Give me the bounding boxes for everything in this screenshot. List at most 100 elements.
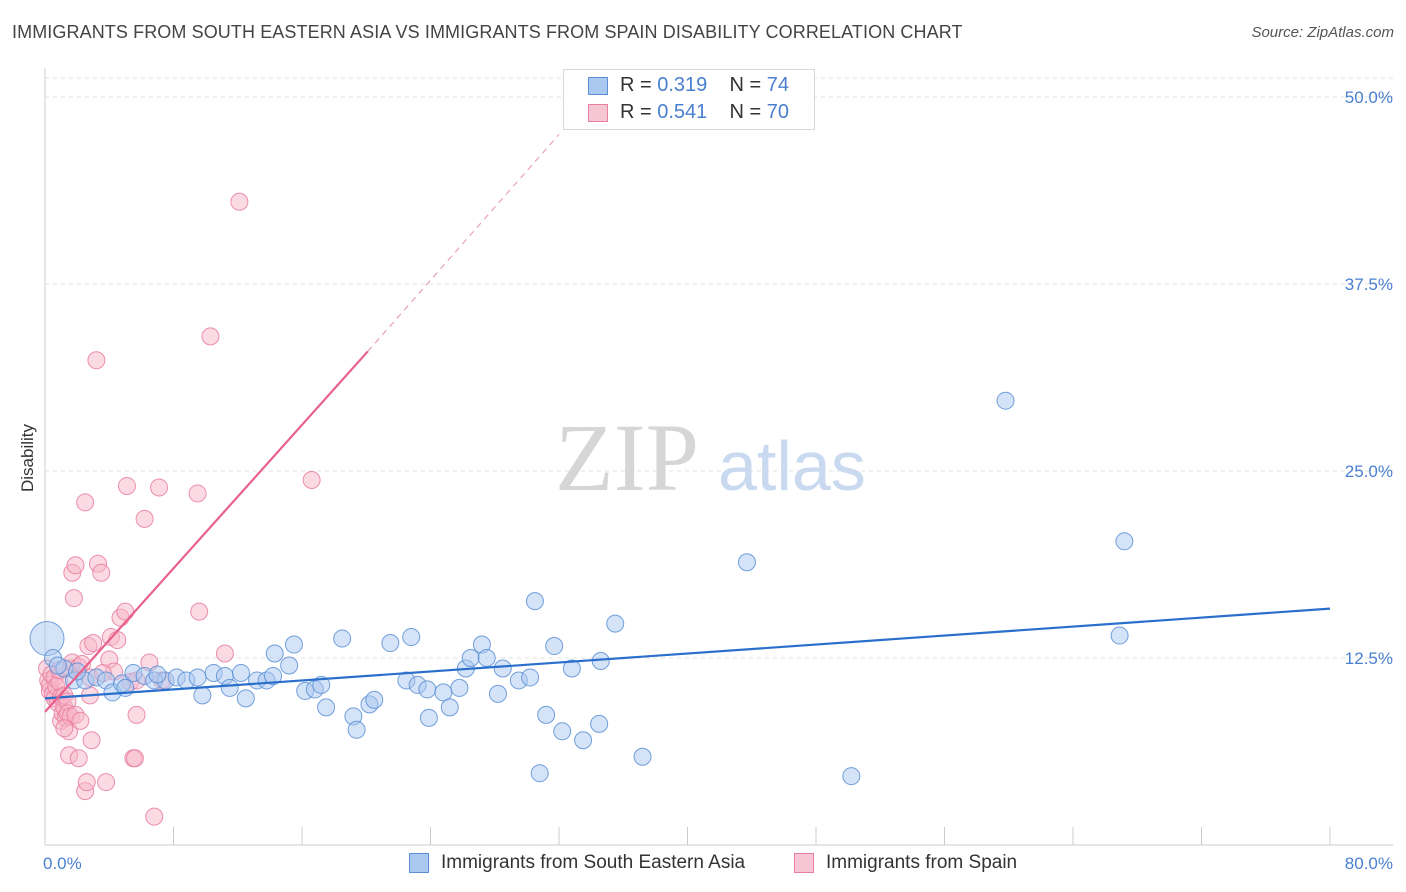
sea-point-20 [231,663,250,682]
spain-point-30 [69,749,88,768]
spain-point-54 [125,749,144,768]
spain-point-64 [215,644,234,663]
legend-n-label: N = [729,74,762,96]
legend-r-value: 0.319 [657,74,708,96]
sea-point-67 [996,391,1015,410]
bottom-legend-swatch-pink [794,853,814,873]
sea-point-65 [737,553,756,572]
trend-line-spain [44,350,369,713]
trend-line-south-eastern-asia [44,607,1331,700]
sea-point-38 [402,628,421,647]
sea-point-41 [418,680,437,699]
sea-point-55 [530,764,549,783]
chart-source: Source: ZipAtlas.com [1251,24,1394,41]
sea-point-70 [48,656,67,675]
sea-point-73 [148,665,167,684]
legend-r-value: 0.541 [657,101,708,123]
y-tick-label-2: 37.5% [1345,275,1393,294]
axes [44,68,1393,846]
sea-point-59 [562,659,581,678]
trend-line-spain-extension [367,134,560,352]
spain-point-43 [92,563,111,582]
sea-point-47 [461,649,480,667]
sea-point-43 [434,683,453,702]
legend: R = 0.319 N = 74 R = 0.541 N = 70 [563,69,815,130]
spain-point-55 [127,705,146,724]
spain-point-69 [55,719,74,738]
y-tick-label-0: 12.5% [1345,649,1393,668]
sea-point-30 [312,675,331,694]
sea-point-50 [488,684,507,703]
watermark-atlas: atlas [718,427,866,505]
spain-point-41 [87,351,106,370]
y-axis-label: Disability [18,423,37,492]
sea-point-36 [365,690,384,709]
sea-point-25 [265,644,284,663]
spain-point-35 [77,773,96,792]
series-south-eastern-asia [29,391,1134,786]
sea-point-34 [347,720,366,739]
spain-point-50 [116,602,135,621]
sea-point-56 [537,705,556,724]
sea-point-27 [284,635,303,654]
sea-point-42 [419,708,438,727]
spain-point-62 [190,602,209,621]
spain-point-39 [82,731,101,750]
spain-point-60 [150,478,169,497]
spain-point-48 [108,631,127,650]
y-tick-label-1: 25.0% [1345,462,1393,481]
watermark-zip: ZIP [555,404,699,511]
spain-point-66 [302,470,321,489]
legend-n-value: 70 [766,101,790,123]
tick-labels: 12.5% 25.0% 37.5% 50.0% 0.0% 80.0% [43,88,1393,873]
spain-point-57 [135,509,154,528]
sea-point-45 [450,678,469,697]
sea-point-64 [633,747,652,766]
spain-point-44 [97,773,116,792]
sea-point-53 [521,668,540,687]
sea-point-31 [317,698,336,717]
sea-point-57 [545,637,564,656]
chart-title: IMMIGRANTS FROM SOUTH EASTERN ASIA VS IM… [12,22,963,42]
sea-point-58 [553,722,572,741]
spain-point-51 [117,476,136,495]
series-spain [38,192,321,826]
spain-point-65 [230,192,249,211]
sea-point-24 [264,666,283,685]
sea-point-21 [236,689,255,708]
sea-point-16 [193,686,212,705]
spain-point-26 [64,589,83,608]
sea-point-26 [280,656,299,675]
sea-point-63 [606,614,625,633]
legend-n-label: N = [729,101,762,123]
sea-point-44 [440,698,459,717]
spain-point-34 [76,493,95,512]
spain-point-31 [71,711,90,730]
sea-point-68 [1115,532,1134,551]
sea-point-69 [1110,626,1129,645]
legend-r-label: R = [620,74,652,96]
bottom-legend-swatch-blue [409,853,429,873]
sea-point-32 [333,629,352,648]
sea-point-51 [493,659,512,678]
spain-point-40 [84,634,103,653]
bottom-legend-label: Immigrants from Spain [826,852,1018,873]
sea-point-19 [220,678,239,697]
y-tick-label-3: 50.0% [1345,88,1393,107]
sea-point-60 [574,731,593,750]
bottom-legend-label: Immigrants from South Eastern Asia [441,852,746,873]
sea-point-37 [381,634,400,653]
spain-point-63 [201,327,220,346]
sea-point-61 [590,714,609,733]
spain-point-59 [145,807,164,826]
sea-point-49 [477,649,496,667]
sea-point-0 [29,621,65,657]
spain-point-61 [188,484,207,503]
sea-point-66 [842,767,861,786]
legend-r-label: R = [620,101,652,123]
gridlines [45,77,1393,659]
watermark: ZIP atlas [555,404,866,511]
legend-swatch-pink [588,104,608,122]
sea-point-15 [188,668,207,687]
